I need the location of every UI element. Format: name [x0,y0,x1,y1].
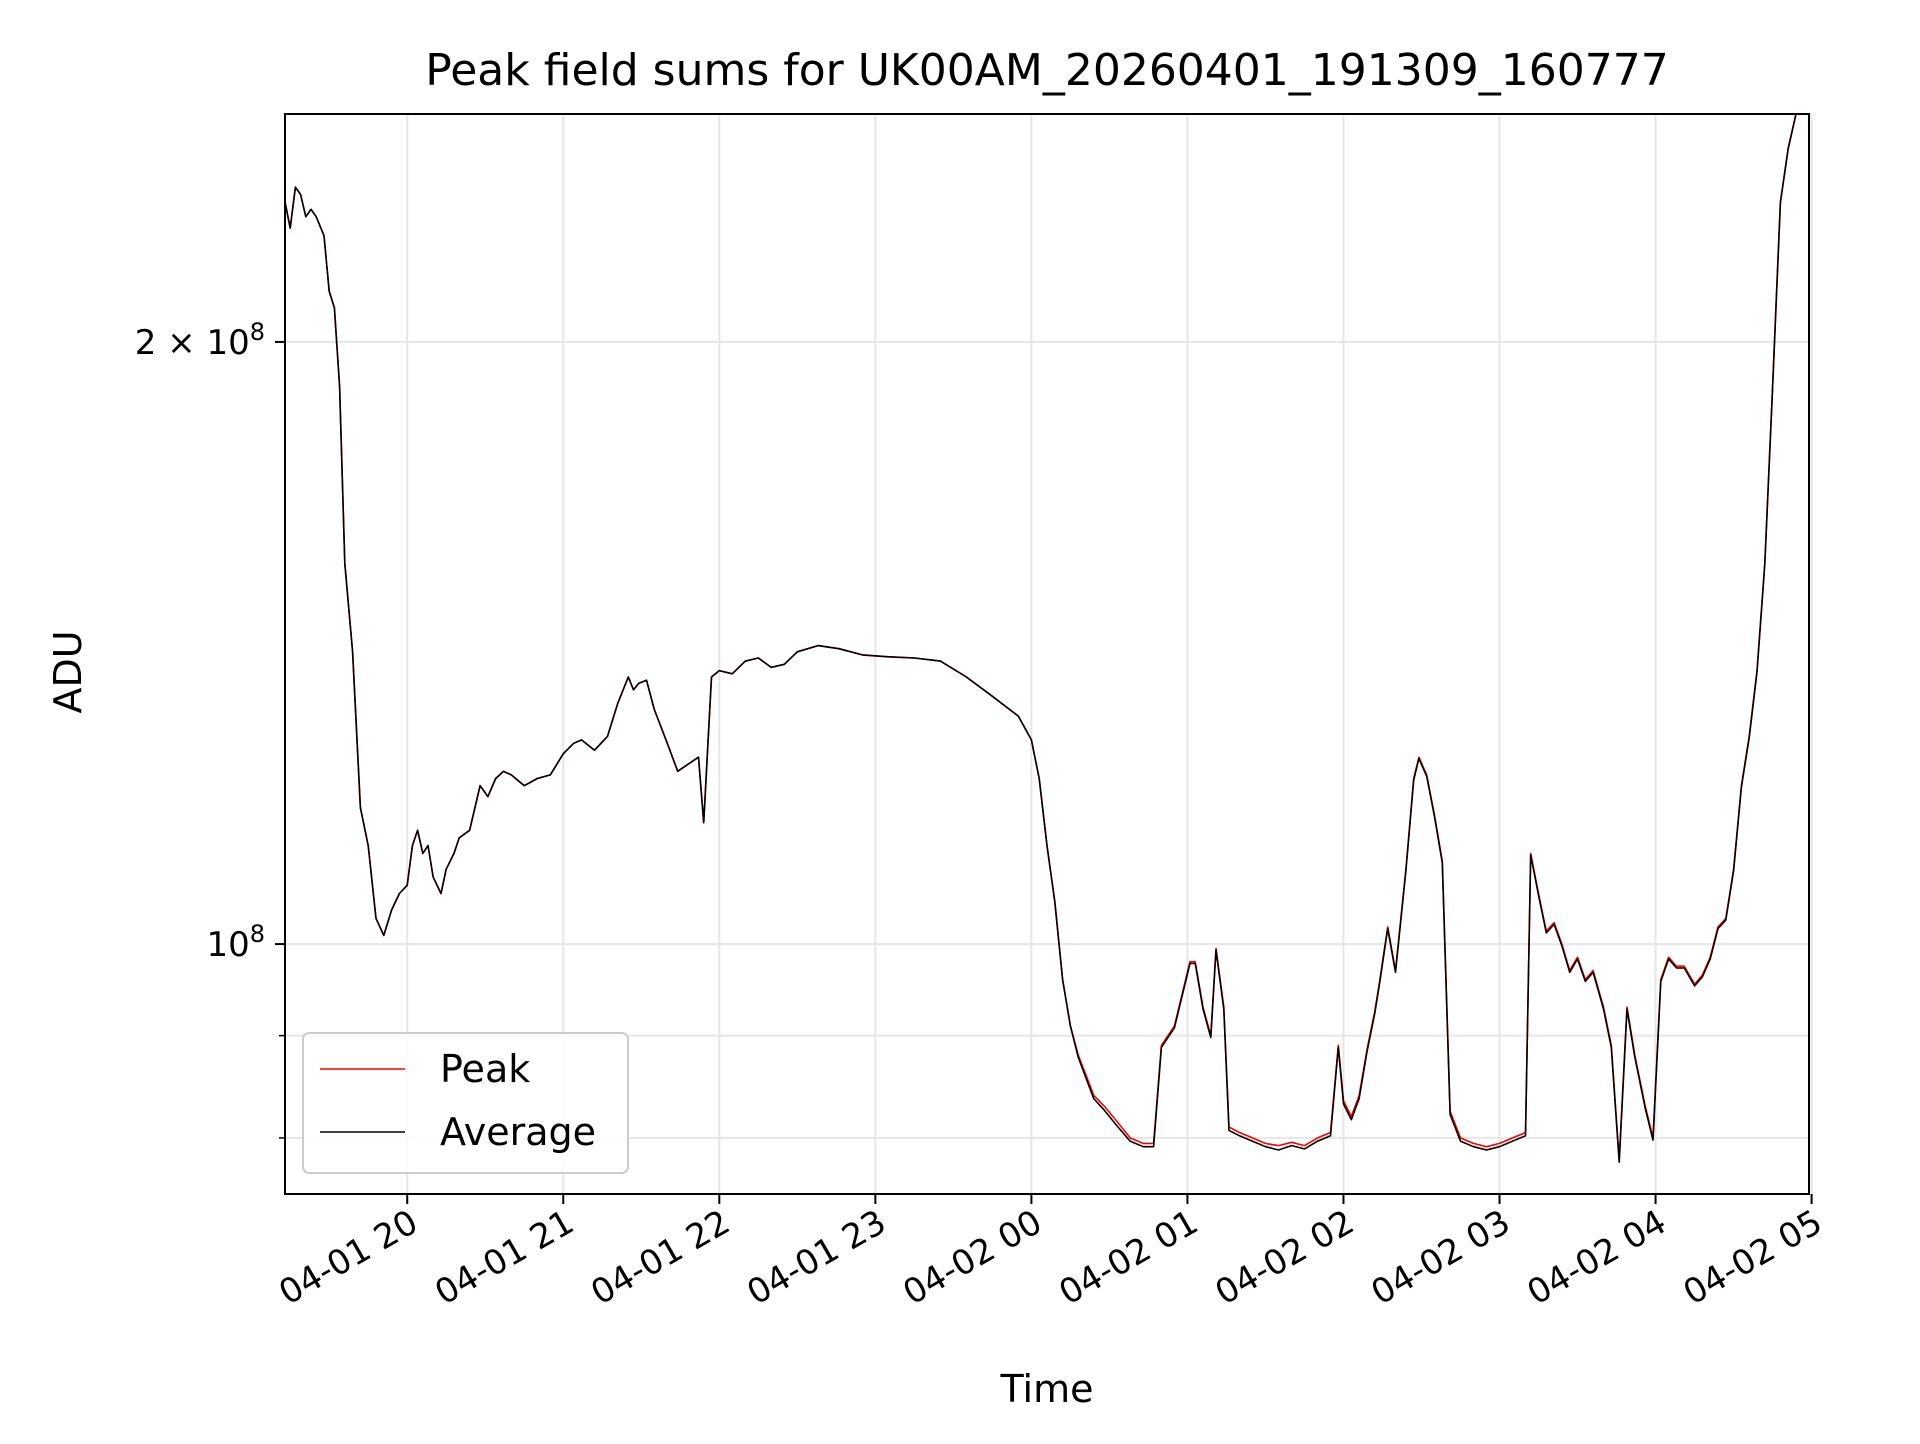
legend-label-peak: Peak [440,1047,530,1091]
x-tick-label: 04-01 23 [740,1202,892,1313]
x-axis-label: Time [1000,1367,1094,1411]
series-line-peak [285,114,1809,1161]
x-tick-label: 04-01 20 [272,1202,424,1313]
x-tick-label: 04-02 03 [1365,1202,1517,1313]
x-tick-label: 04-02 01 [1053,1202,1205,1313]
y-axis-label: ADU [46,630,90,713]
y-tick-label: 108 [206,920,265,965]
gridlines [285,114,1813,1194]
x-tick-label: 04-01 22 [584,1202,736,1313]
x-tick-label: 04-01 21 [428,1202,580,1313]
x-tick-label: 04-02 05 [1677,1202,1829,1313]
x-tick-label: 04-02 00 [897,1202,1049,1313]
x-tick-label: 04-02 04 [1521,1202,1673,1313]
y-tick-label: 2 × 108 [135,318,265,363]
y-axis: 108 2 × 108 [135,318,285,1139]
legend-box [302,1032,629,1174]
legend-label-average: Average [440,1110,596,1154]
series-lines [285,114,1809,1163]
series-line-average [285,114,1809,1163]
plot-area-frame [284,113,1810,1195]
legend: Peak Average [302,1032,629,1174]
x-tick-label: 04-02 02 [1209,1202,1361,1313]
x-axis: 04-01 20 04-01 21 04-01 22 04-01 23 04-02 00… [272,1194,1829,1313]
chart-title: Peak field sums for UK00AM_20260401_1913… [425,45,1668,96]
